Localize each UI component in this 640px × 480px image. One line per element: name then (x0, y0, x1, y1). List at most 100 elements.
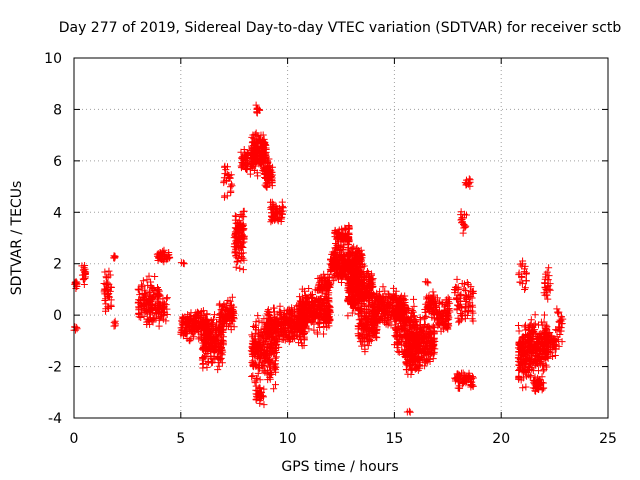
data-point-1572 (254, 354, 262, 362)
data-point-727 (202, 324, 210, 332)
x-tick-label-1: 5 (176, 431, 185, 447)
data-point-483 (191, 323, 199, 331)
data-point-1204 (261, 141, 269, 149)
data-point-31 (78, 262, 86, 270)
data-point-1290 (263, 164, 271, 172)
data-point-963 (238, 243, 246, 251)
data-point-508 (188, 322, 196, 330)
data-point-1283 (263, 175, 271, 183)
data-point-1509 (266, 363, 274, 371)
data-point-4380 (519, 384, 527, 392)
data-point-1589 (249, 352, 257, 360)
data-point-1629 (253, 394, 261, 402)
data-point-47 (101, 297, 109, 305)
data-point-615 (202, 353, 210, 361)
data-point-1496 (248, 331, 256, 339)
y-tick-label-0: -4 (48, 411, 62, 427)
data-point-27 (81, 265, 89, 273)
data-point-966 (231, 243, 239, 251)
data-point-535 (211, 311, 219, 319)
data-point-794 (224, 297, 232, 305)
data-point-1335 (279, 204, 287, 212)
data-point-1178 (254, 132, 262, 140)
data-point-456 (203, 310, 211, 318)
data-point-743 (220, 325, 227, 333)
data-point-850 (221, 162, 229, 170)
data-point-1365 (254, 312, 262, 320)
data-point-498 (184, 320, 192, 328)
y-tick-label-4: 4 (53, 205, 62, 221)
data-point-501 (190, 315, 198, 323)
data-point-1214 (248, 144, 256, 152)
data-point-1358 (271, 381, 279, 389)
y-tick-label-2: 0 (53, 308, 62, 324)
data-point-950 (233, 257, 241, 265)
data-point-190 (138, 284, 146, 292)
chart-title: Day 277 of 2019, Sidereal Day-to-day VTE… (59, 20, 622, 36)
data-point-84 (110, 252, 118, 260)
x-tick-label-3: 15 (385, 431, 403, 447)
data-point-1541 (268, 336, 276, 344)
data-point-2134 (320, 330, 328, 338)
data-point-669 (219, 326, 227, 334)
data-point-1363 (256, 376, 264, 384)
data-point-506 (186, 337, 194, 345)
data-point-1350 (267, 218, 275, 226)
data-point-1291 (268, 163, 276, 171)
data-point-198 (147, 283, 155, 291)
data-point-277 (156, 291, 164, 299)
data-point-300 (157, 302, 165, 310)
data-point-1627 (252, 395, 260, 403)
x-tick-label-5: 25 (599, 431, 617, 447)
data-point-80 (110, 322, 118, 330)
data-point-119 (134, 285, 142, 293)
data-point-1339 (274, 217, 282, 225)
data-point-636 (208, 358, 216, 366)
data-point-227 (144, 295, 152, 303)
data-point-825 (229, 317, 237, 325)
data-point-800 (227, 302, 235, 309)
data-point-782 (221, 304, 229, 312)
data-point-1631 (259, 392, 267, 400)
data-point-1279 (260, 169, 268, 177)
data-point-288 (162, 301, 170, 309)
data-point-1189 (256, 157, 264, 165)
data-point-694 (208, 359, 216, 367)
data-point-1349 (278, 198, 286, 206)
data-point-1188 (256, 136, 264, 144)
data-point-1489 (264, 376, 272, 384)
data-point-1203 (252, 129, 260, 137)
data-point-1630 (258, 392, 266, 400)
data-point-273 (158, 255, 166, 263)
data-point-1354 (270, 210, 278, 218)
data-point-904 (236, 264, 244, 272)
data-point-964 (238, 253, 246, 261)
data-point-1026 (246, 170, 254, 178)
data-point-33 (81, 275, 89, 283)
data-point-1582 (267, 366, 275, 374)
data-point-200 (146, 314, 154, 322)
data-point-623 (199, 359, 207, 367)
data-point-207 (140, 290, 148, 298)
data-point-722 (217, 344, 225, 352)
data-point-142 (139, 277, 147, 285)
data-point-74 (104, 284, 112, 292)
data-point-1512 (252, 318, 260, 326)
data-point-35 (79, 271, 87, 279)
data-point-719 (218, 359, 226, 367)
data-point-4503 (522, 383, 530, 391)
data-point-29 (80, 280, 88, 288)
data-point-1580 (252, 349, 260, 357)
data-point-437 (178, 329, 186, 337)
data-point-705 (216, 355, 224, 363)
data-point-3160 (358, 342, 366, 350)
data-point-1578 (249, 341, 257, 349)
data-point-1345 (268, 217, 276, 225)
data-point-853 (223, 192, 231, 200)
data-point-4353 (522, 277, 530, 285)
data-point-779 (220, 300, 228, 308)
data-point-3409 (379, 283, 387, 291)
data-point-816 (215, 314, 223, 322)
data-point-1436 (255, 317, 263, 325)
